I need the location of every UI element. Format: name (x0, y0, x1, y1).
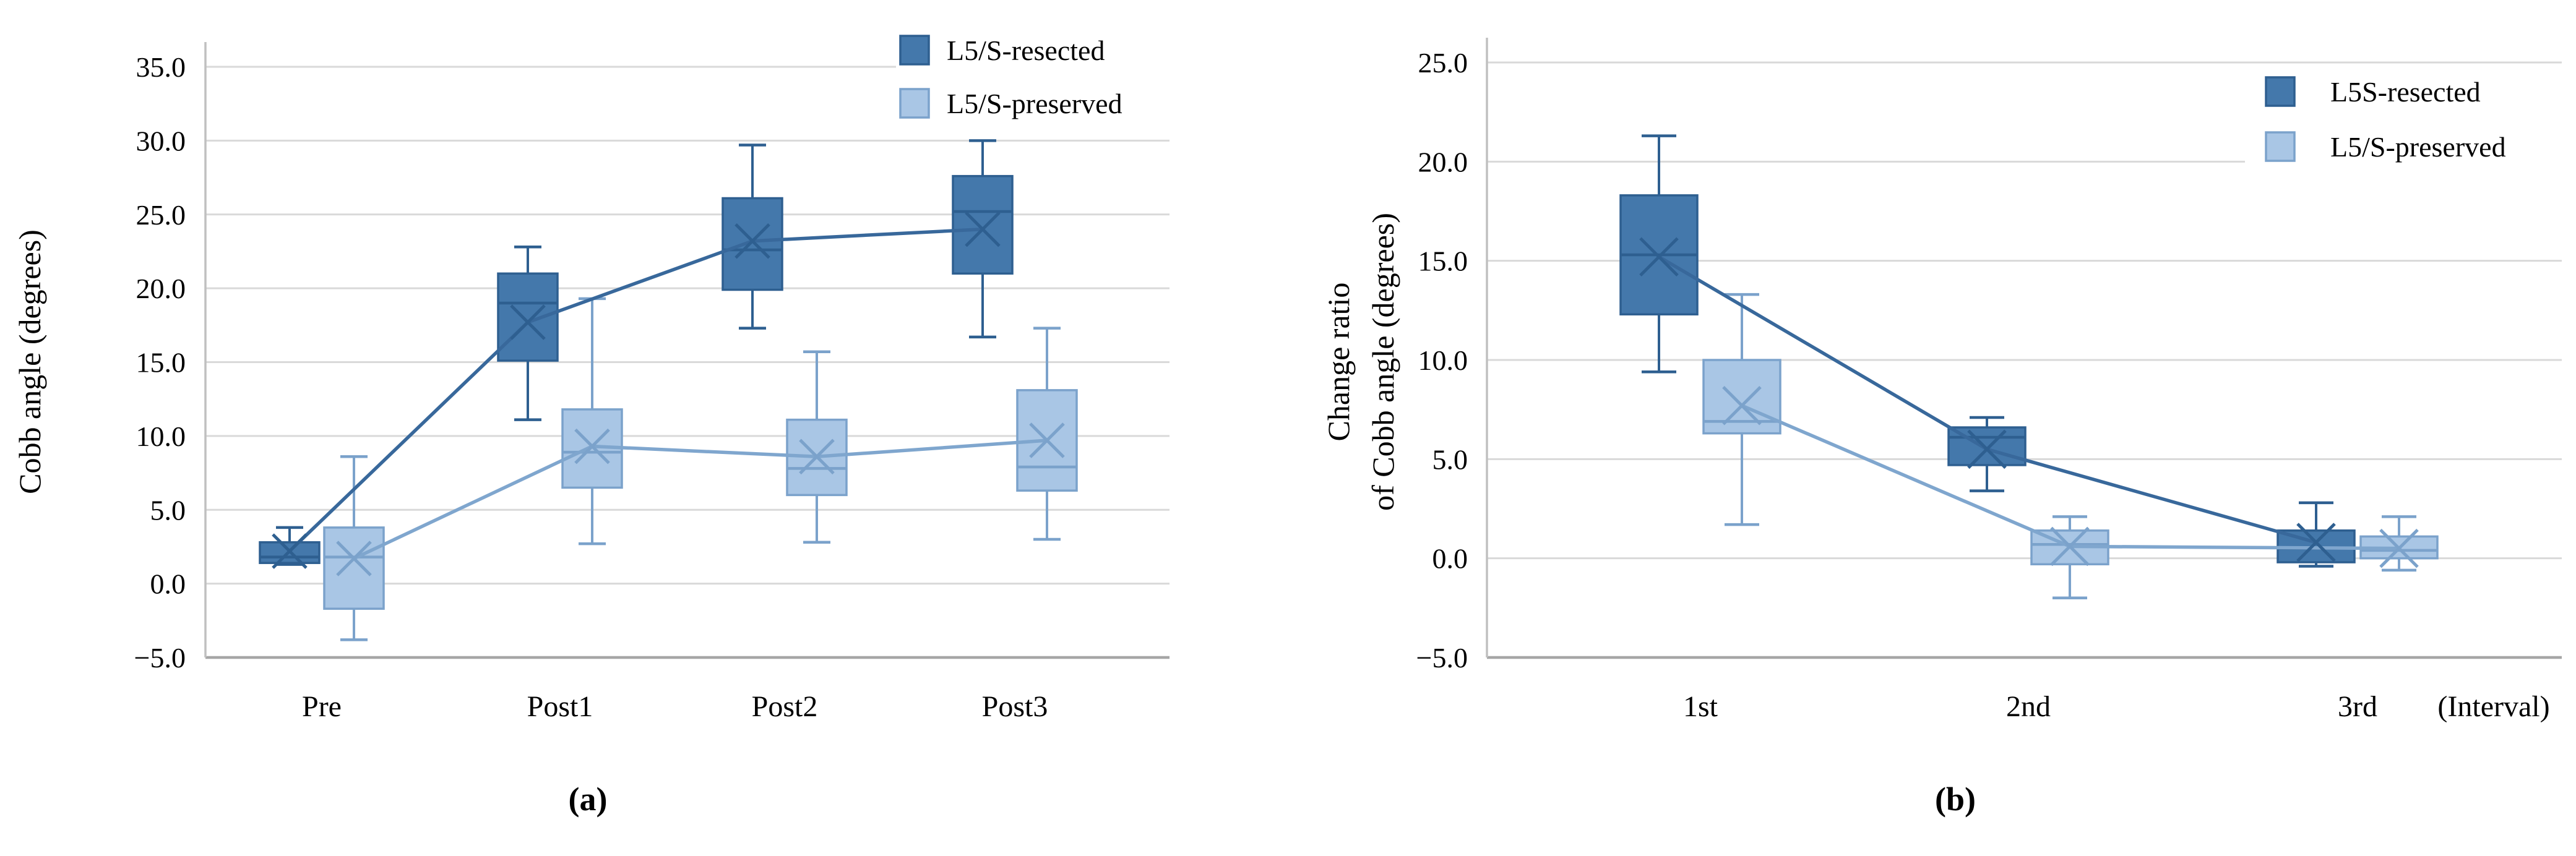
mean-marker (1029, 422, 1065, 458)
y-tick-label: −5.0 (134, 642, 186, 674)
mean-marker (2379, 528, 2419, 568)
y-axis-title: of Cobb angle (degrees) (1366, 213, 1400, 511)
series-preserved (1702, 293, 2439, 600)
y-tick-label: 20.0 (136, 273, 186, 304)
x-tick-label: Post1 (527, 690, 593, 723)
chart-a: 35.0 30.0 25.0 20.0 15.0 10.0 5.0 0.0 −5.0 Pre Pos… (12, 28, 1173, 818)
y-tick-label: 20.0 (1418, 146, 1468, 178)
x-tick-label: 3rd (2338, 690, 2377, 723)
mean-marker (1967, 429, 2007, 469)
x-axis-note: (Interval) (2437, 690, 2549, 723)
box-resected (497, 272, 559, 362)
series-resected (259, 139, 1014, 566)
y-tick-label: 25.0 (136, 199, 186, 231)
mean-marker (336, 541, 372, 576)
y-tick-label: 15.0 (1418, 246, 1468, 277)
legend-swatch-preserved (2265, 131, 2296, 162)
mean-marker (799, 439, 835, 475)
mean-marker (272, 533, 308, 569)
y-tick-label: 10.0 (1418, 345, 1468, 376)
legend-label-preserved: L5/S-preserved (947, 88, 1122, 119)
legend-background (896, 28, 1173, 127)
box-resected (1947, 426, 2027, 466)
y-tick-label: 10.0 (136, 421, 186, 452)
legend-background (2245, 69, 2565, 173)
legend-swatch-resected (899, 35, 930, 66)
x-tick-label: 1st (1683, 690, 1718, 723)
mean-marker (1722, 385, 1762, 426)
mean-line-preserved (353, 439, 1048, 560)
y-tick-label: 0.0 (150, 568, 186, 600)
legend-label-preserved: L5/S-preserved (2330, 131, 2506, 163)
panel-caption-b: (b) (1935, 781, 1976, 818)
mean-marker (574, 428, 610, 464)
mean-marker (2296, 523, 2336, 562)
mean-marker (510, 304, 546, 340)
x-tick-label: Post3 (982, 690, 1048, 723)
y-tick-label: 35.0 (136, 51, 186, 83)
y-tick-label: 30.0 (136, 125, 186, 156)
series-preserved (323, 297, 1078, 641)
y-tick-label: 5.0 (150, 494, 186, 526)
panel-caption-a: (a) (569, 781, 608, 818)
y-axis-title: Change ratio (1321, 283, 1356, 442)
y-axis-title: Cobb angle (degrees) (12, 229, 47, 494)
box-preserved (323, 526, 385, 610)
mean-line-resected (288, 227, 983, 553)
mean-marker (965, 211, 1001, 247)
mean-marker (734, 223, 770, 259)
box-resected (952, 174, 1014, 275)
legend-label-resected: L5/S-resected (947, 35, 1105, 66)
y-tick-label: −5.0 (1416, 642, 1468, 674)
mean-marker (1639, 237, 1679, 277)
x-tick-label: 2nd (2006, 690, 2051, 723)
box-resected (722, 197, 783, 291)
x-tick-label: Pre (302, 690, 342, 723)
y-tick-label: 5.0 (1432, 443, 1468, 475)
chart-b: 25.0 20.0 15.0 10.0 5.0 0.0 −5.0 1st 2nd 3rd (Inte… (1321, 38, 2565, 818)
legend-swatch-preserved (899, 88, 930, 119)
series-resected (1619, 134, 2356, 568)
legend-swatch-resected (2265, 76, 2296, 107)
y-tick-label: 25.0 (1418, 47, 1468, 79)
x-tick-label: Post2 (752, 690, 818, 723)
mean-marker (2050, 526, 2090, 567)
y-tick-label: 0.0 (1432, 543, 1468, 575)
y-tick-label: 15.0 (136, 347, 186, 379)
legend-label-resected: L5S-resected (2330, 76, 2481, 108)
